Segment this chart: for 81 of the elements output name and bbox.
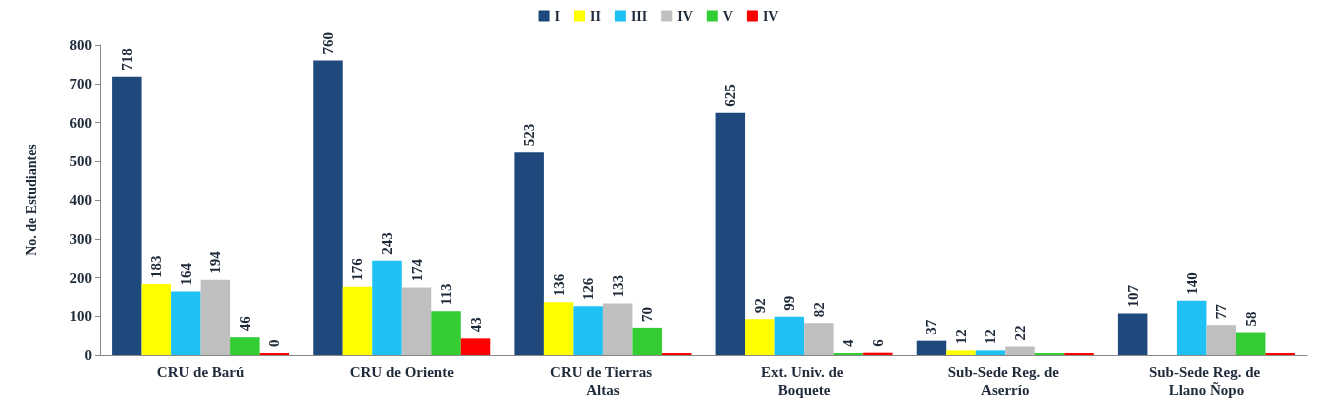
- data-label: 99: [781, 295, 798, 311]
- data-label: 43: [467, 317, 484, 333]
- bar: [342, 286, 373, 355]
- bar: [946, 350, 976, 355]
- y-tick-label: 200: [69, 269, 92, 286]
- data-label: 183: [148, 255, 165, 279]
- bar: [1235, 332, 1266, 355]
- y-tick-label: 300: [69, 230, 92, 247]
- data-label: 46: [236, 315, 253, 332]
- bar: [602, 303, 633, 355]
- data-label: 12: [982, 329, 999, 345]
- data-label: 107: [1124, 284, 1141, 308]
- data-label: 718: [118, 48, 135, 71]
- y-axis-title: No. de Estudiantes: [23, 143, 39, 256]
- bar: [431, 311, 461, 355]
- bar: [804, 323, 834, 355]
- data-label: 164: [177, 262, 194, 286]
- bar: [975, 350, 1006, 355]
- bar: [916, 340, 947, 355]
- data-label: 58: [1242, 311, 1259, 327]
- bar: [230, 337, 260, 355]
- y-tick-label: 0: [84, 347, 92, 363]
- x-tick-label: CRU de Oriente: [349, 364, 455, 380]
- legend-label: V: [722, 8, 733, 24]
- data-label: 140: [1183, 272, 1200, 295]
- bar: [514, 152, 544, 355]
- x-tick-label: Ext. Univ. de Boquete: [760, 364, 848, 398]
- data-label: 133: [609, 274, 626, 298]
- x-tick-label: Sub-Sede Reg. de Aserrío: [947, 364, 1063, 398]
- legend-label: I: [554, 8, 560, 24]
- bar: [774, 316, 805, 355]
- data-label: 77: [1213, 303, 1230, 320]
- data-label: 625: [722, 84, 739, 107]
- bar: [200, 279, 231, 355]
- bar: [171, 291, 201, 355]
- data-label: 243: [379, 232, 395, 255]
- bar: [632, 327, 662, 355]
- bar: [112, 76, 142, 355]
- data-label: 136: [550, 273, 567, 297]
- bar: [1005, 346, 1035, 355]
- bar: [745, 319, 775, 355]
- x-tick-label: CRU de Barú: [156, 364, 245, 380]
- legend-label: III: [630, 8, 648, 24]
- data-label: 12: [952, 329, 969, 345]
- bar: [401, 287, 432, 355]
- bar: [460, 338, 491, 355]
- data-label: 176: [349, 257, 366, 281]
- bar: [1206, 325, 1236, 355]
- bar: [543, 302, 574, 355]
- bar: [1117, 313, 1148, 355]
- data-label: 0: [266, 339, 283, 347]
- bar: [141, 284, 172, 355]
- data-label: 6: [869, 338, 886, 347]
- data-label: 37: [923, 319, 940, 335]
- y-tick-label: 800: [69, 37, 92, 53]
- x-tick-label: Sub-Sede Reg. de Llano Ñopo: [1148, 364, 1264, 398]
- data-label: 126: [580, 277, 597, 301]
- y-tick-label: 400: [69, 192, 92, 208]
- y-tick-label: 100: [69, 308, 92, 325]
- data-label: 92: [751, 298, 768, 314]
- bar: [1176, 300, 1207, 355]
- bar: [573, 306, 603, 355]
- y-tick-label: 600: [69, 114, 92, 131]
- legend-label: IV: [677, 8, 693, 24]
- y-tick-label: 700: [69, 75, 92, 92]
- data-label: 174: [408, 258, 425, 282]
- data-label: 70: [639, 306, 656, 322]
- legend-label: IV: [762, 8, 779, 24]
- data-label: 523: [521, 123, 538, 147]
- data-label: 113: [438, 283, 455, 306]
- data-label: 4: [840, 339, 857, 347]
- data-label: 760: [319, 32, 336, 55]
- bar: [313, 60, 343, 355]
- x-tick-label: CRU de Tierras Altas: [550, 364, 656, 398]
- data-label: 82: [810, 302, 827, 318]
- bar: [372, 260, 402, 355]
- bar: [715, 112, 746, 355]
- data-label: 194: [207, 250, 224, 274]
- legend-label: II: [589, 8, 601, 24]
- data-label: 22: [1012, 325, 1028, 341]
- y-tick-label: 500: [69, 153, 92, 170]
